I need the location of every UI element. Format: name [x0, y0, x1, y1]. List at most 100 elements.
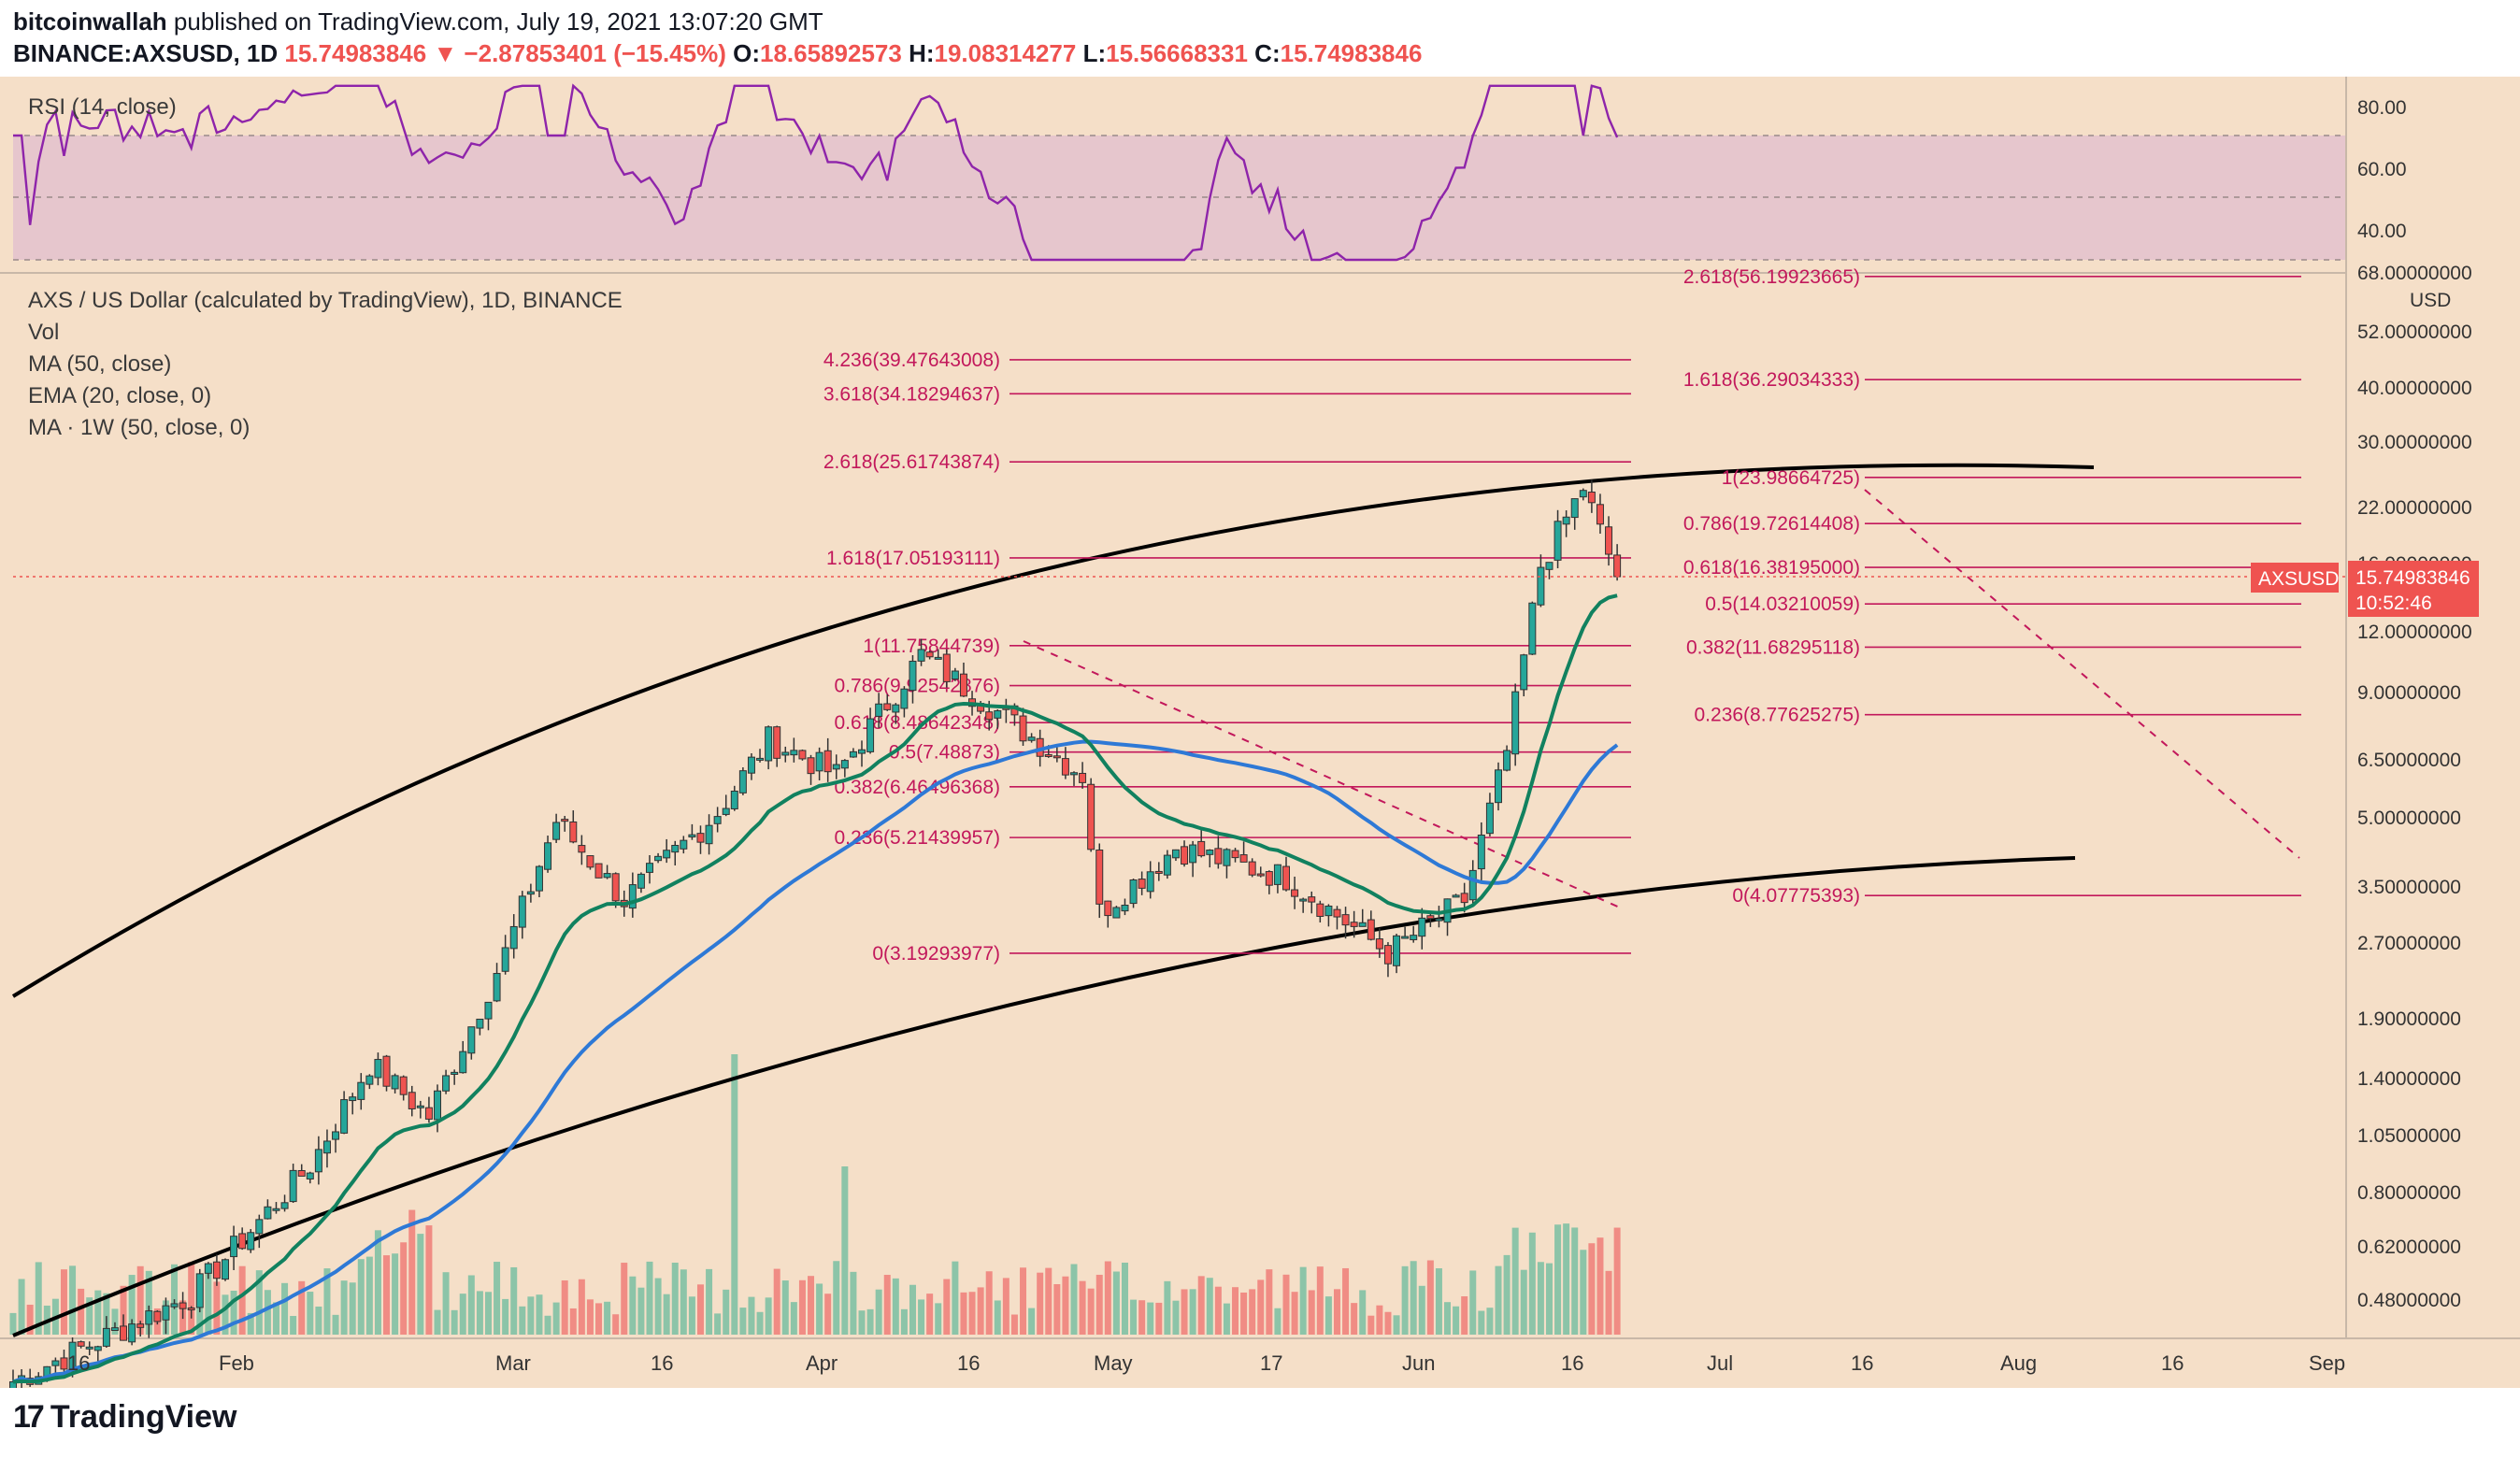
- volume-bar: [1240, 1292, 1248, 1335]
- currency-label[interactable]: USD: [2410, 290, 2451, 311]
- candle: [1554, 521, 1562, 561]
- time-label: Apr: [806, 1351, 838, 1375]
- candle: [1579, 490, 1587, 498]
- volume-bar: [561, 1279, 568, 1335]
- volume-bar: [188, 1262, 195, 1335]
- volume-bar: [833, 1261, 840, 1335]
- candle: [1587, 492, 1596, 504]
- fib-extension-left[interactable]: 4.236(39.47643008) 3.618(34.18294637) 2.61…: [823, 350, 1631, 965]
- volume-bar: [977, 1287, 984, 1335]
- publish-info: published on TradingView.com, July 19, 2…: [173, 7, 823, 36]
- volume-bar: [1495, 1265, 1502, 1335]
- candle: [781, 751, 790, 756]
- volume-bar: [723, 1289, 730, 1335]
- price-badge-value: 15.74983846: [2355, 567, 2470, 589]
- candle: [942, 653, 951, 682]
- candle: [1477, 835, 1485, 870]
- price-tick: 30.00000000: [2357, 432, 2472, 453]
- author-name[interactable]: bitcoinwallah: [13, 7, 167, 36]
- volume-bar: [1257, 1279, 1265, 1335]
- fib-level-label: 4.236(39.47643008): [823, 350, 1000, 371]
- volume-bar: [18, 1279, 25, 1335]
- candle: [1520, 654, 1528, 691]
- candle: [1197, 840, 1206, 857]
- fib-level-label: 0.618(8.48642348): [835, 712, 1001, 734]
- candle: [230, 1236, 238, 1258]
- ascending-channel[interactable]: [11, 463, 2095, 1337]
- volume-bar: [773, 1268, 780, 1335]
- candle: [1121, 905, 1129, 912]
- candle: [611, 873, 620, 902]
- channel-upper-line[interactable]: [11, 463, 2095, 998]
- time-label: 16: [651, 1351, 673, 1375]
- price-tick: 1.05000000: [2357, 1125, 2461, 1147]
- chart-background: [0, 77, 2520, 1388]
- candle: [1503, 750, 1511, 771]
- legend-vol[interactable]: Vol: [28, 320, 60, 345]
- trend-dashed-line[interactable]: [1864, 489, 2300, 859]
- price-chart[interactable]: RSI (14, close) 80.00 60.00 40.00 68.000…: [0, 77, 2520, 1388]
- ema20-line: [12, 593, 1618, 1384]
- candle: [849, 750, 857, 758]
- volume-bar: [1486, 1308, 1494, 1335]
- legend-ma1w[interactable]: MA · 1W (50, close, 0): [28, 415, 251, 440]
- candle: [247, 1232, 255, 1251]
- candle: [1214, 848, 1223, 865]
- candle: [798, 750, 807, 760]
- volume-bar: [425, 1225, 433, 1335]
- candle: [399, 1076, 408, 1095]
- candle: [255, 1219, 264, 1235]
- legend-ma50[interactable]: MA (50, close): [28, 351, 172, 377]
- candle: [1495, 769, 1502, 804]
- channel-lower-line[interactable]: [12, 856, 2076, 1337]
- candle: [1129, 879, 1138, 905]
- candle: [60, 1357, 68, 1370]
- candle: [1562, 516, 1570, 525]
- volume-bar: [604, 1301, 611, 1335]
- price-change: −2.87853401 (−15.45%): [464, 39, 726, 67]
- time-label: 16: [67, 1351, 90, 1375]
- volume-bar: [315, 1306, 322, 1335]
- volume-bar: [120, 1285, 127, 1335]
- candle: [120, 1325, 128, 1341]
- price-tick: 1.40000000: [2357, 1068, 2461, 1090]
- ma50-line: [12, 739, 1619, 1384]
- volume-bar: [383, 1255, 391, 1335]
- time-label: Mar: [495, 1351, 531, 1375]
- candle: [77, 1341, 85, 1347]
- symbol-badge: [2251, 563, 2339, 593]
- volume-bar: [1214, 1286, 1222, 1335]
- time-axis[interactable]: 16 Feb Mar 16 Apr 16 May 17 Jun 16 Jul 1…: [67, 1351, 2345, 1375]
- candle: [85, 1346, 93, 1350]
- volume-bar: [281, 1282, 289, 1335]
- volume-bar: [510, 1266, 518, 1335]
- candle: [187, 1308, 195, 1311]
- price-tick: 12.00000000: [2357, 622, 2472, 643]
- candle: [1367, 919, 1375, 940]
- candle: [391, 1075, 399, 1090]
- candle: [832, 764, 840, 770]
- volume-bar: [1130, 1299, 1138, 1335]
- volume-bar: [1266, 1269, 1273, 1335]
- legend-title: AXS / US Dollar (calculated by TradingVi…: [28, 288, 623, 313]
- volume-bar: [1418, 1285, 1425, 1335]
- volume-bar: [790, 1302, 797, 1335]
- candle: [807, 757, 815, 775]
- volume-bar: [307, 1292, 314, 1335]
- price-axis[interactable]: 68.00000000 USD 52.00000000 40.00000000 …: [2357, 263, 2472, 1311]
- volume-bar: [442, 1272, 450, 1335]
- candle: [1358, 922, 1367, 927]
- high-label: H:: [909, 39, 935, 67]
- last-price-badge[interactable]: AXSUSD 15.74983846 10:52:46: [2251, 561, 2479, 617]
- candle: [408, 1092, 416, 1109]
- candle: [1052, 755, 1061, 759]
- candle: [909, 660, 917, 692]
- volume-bar: [1478, 1310, 1485, 1335]
- candle: [1256, 873, 1265, 877]
- volume-bar: [1453, 1306, 1460, 1335]
- fib-extension-right[interactable]: 2.618(56.19923665) 1.618(36.29034333) 1(23…: [1683, 266, 2301, 907]
- candle: [1112, 907, 1121, 919]
- tradingview-logo[interactable]: 17 TradingView: [13, 1399, 236, 1436]
- legend-ema20[interactable]: EMA (20, close, 0): [28, 383, 212, 408]
- trend-dashed-line[interactable]: [1023, 640, 1623, 909]
